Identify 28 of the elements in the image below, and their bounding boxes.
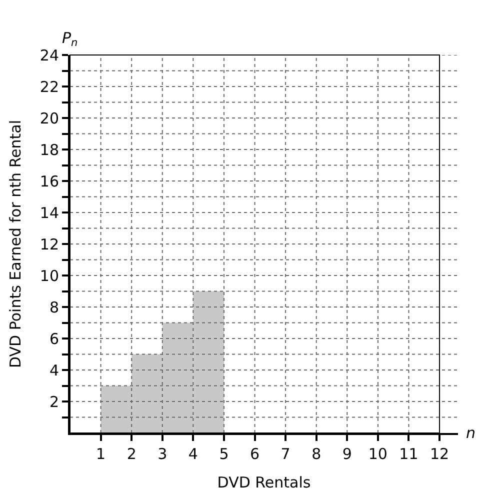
x-tick-label: 1 (96, 445, 106, 463)
y-tick-label: 4 (49, 361, 59, 380)
y-tick-label: 8 (49, 298, 59, 316)
x-tick-label: 10 (368, 445, 388, 463)
x-tick-label: 11 (399, 445, 418, 463)
text: P$_{n}$ (62, 29, 78, 50)
y-tick-label: 24 (40, 46, 59, 64)
y-tick-label: 20 (40, 109, 59, 128)
x-tick-label: 9 (342, 445, 352, 463)
y-tick-label: 14 (40, 204, 59, 222)
x-tick-label: 5 (219, 445, 229, 463)
x-axis-title: DVD Rentals (217, 474, 311, 492)
y-tick-label: 12 (40, 235, 59, 254)
y-tick-label: 2 (49, 392, 59, 411)
y-axis-title: DVD Points Earned for nth Rental (6, 120, 25, 368)
y-tick-label: 10 (40, 266, 59, 285)
x-tick-label: 3 (158, 445, 168, 463)
text: n (466, 424, 476, 442)
x-tick-label: 7 (280, 445, 290, 463)
x-tick-label: 12 (430, 445, 450, 463)
y-tick-label: 6 (49, 330, 59, 348)
y-tick-label: 22 (40, 78, 59, 96)
x-tick-label: 4 (188, 445, 198, 463)
x-tick-label: 2 (126, 445, 136, 463)
y-tick-label: 16 (40, 172, 59, 190)
x-tick-label: 8 (312, 445, 322, 463)
x-tick-label: 6 (250, 445, 260, 463)
y-tick-label: 18 (40, 140, 59, 159)
